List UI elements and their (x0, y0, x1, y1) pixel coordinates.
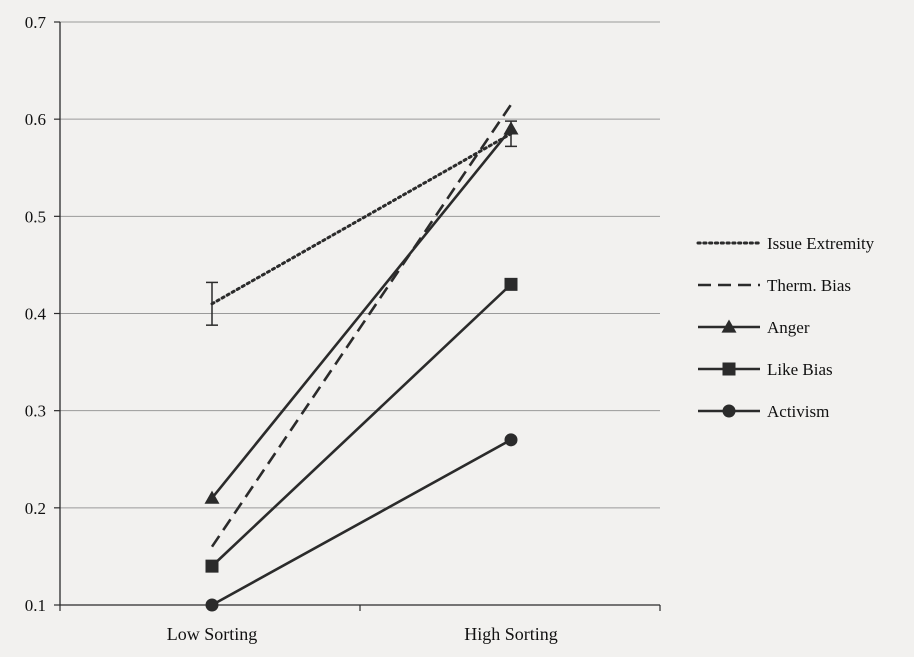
legend: Issue Extremity Therm. Bias Anger Like Bias… (696, 234, 875, 421)
x-tick-label: Low Sorting (167, 624, 258, 644)
series-activism (205, 433, 518, 612)
series-issue-extremity (206, 120, 517, 326)
legend-label: Therm. Bias (767, 276, 851, 295)
series-therm-bias (210, 103, 513, 548)
series-like-bias (205, 277, 518, 573)
square-marker (205, 559, 219, 573)
y-tick-label: 0.2 (25, 499, 46, 518)
series-line (210, 132, 513, 306)
y-tick-label: 0.5 (25, 207, 46, 226)
x-tick-labels: Low Sorting High Sorting (167, 624, 558, 644)
legend-item: Activism (698, 402, 829, 421)
gridlines (60, 21, 660, 509)
y-tick-label: 0.3 (25, 402, 46, 421)
series-line (211, 438, 512, 607)
triangle-marker (503, 121, 519, 135)
circle-marker (722, 404, 736, 418)
series (204, 103, 519, 612)
legend-item: Like Bias (698, 360, 833, 379)
legend-item: Anger (698, 318, 810, 337)
legend-item: Issue Extremity (696, 234, 875, 253)
y-tick-label: 0.4 (25, 305, 47, 324)
square-marker (504, 277, 518, 291)
series-anger (204, 121, 519, 504)
legend-item: Therm. Bias (698, 276, 851, 295)
y-tick-labels: 0.1 0.2 0.3 0.4 0.5 0.6 0.7 (25, 13, 47, 615)
legend-label: Activism (767, 402, 829, 421)
circle-marker (504, 433, 518, 447)
y-tick-label: 0.6 (25, 110, 46, 129)
triangle-marker (721, 319, 737, 333)
x-tick-label: High Sorting (464, 624, 558, 644)
triangle-marker (204, 490, 220, 504)
legend-label: Issue Extremity (767, 234, 875, 253)
square-marker (722, 362, 736, 376)
axes (54, 21, 661, 611)
y-tick-label: 0.7 (25, 13, 47, 32)
series-line (210, 128, 513, 499)
y-tick-label: 0.1 (25, 596, 46, 615)
series-line (210, 103, 513, 548)
circle-marker (205, 598, 219, 612)
series-line (211, 283, 512, 568)
legend-label: Anger (767, 318, 810, 337)
legend-label: Like Bias (767, 360, 833, 379)
